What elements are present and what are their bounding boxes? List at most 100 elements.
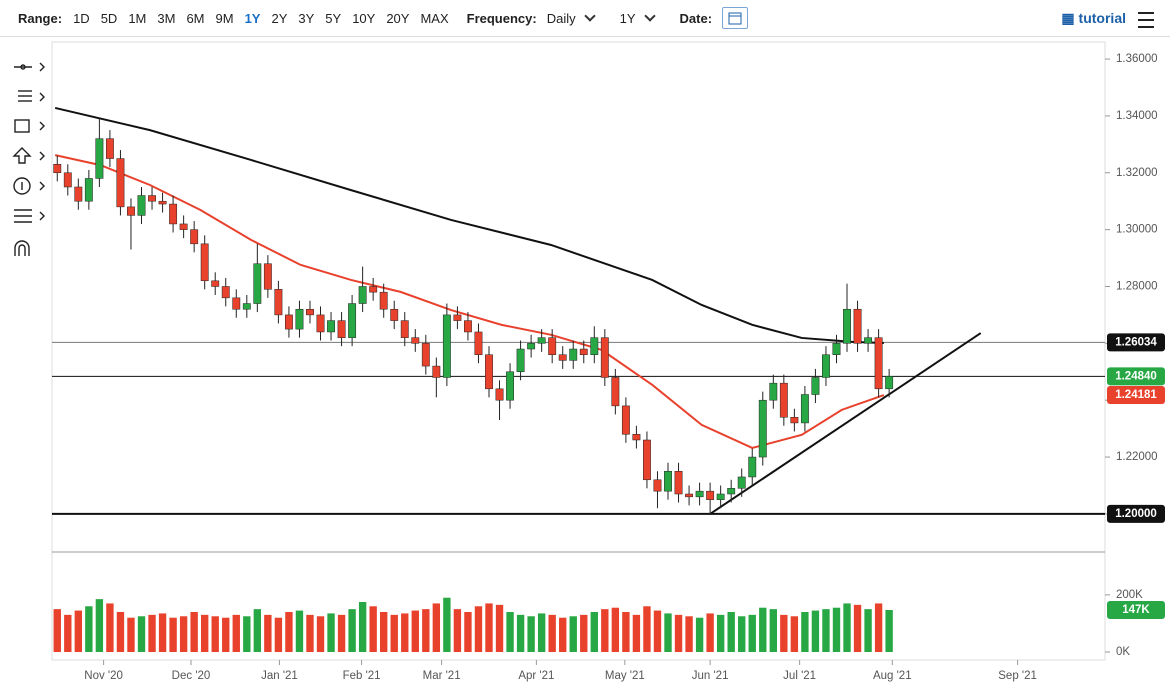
range-option[interactable]: 1D [73,10,90,26]
range-option[interactable]: MAX [420,10,449,26]
candle-body [74,186,83,202]
volume-tag-label: 147K [1122,604,1150,616]
volume-bar [632,614,641,652]
candle-body [874,337,883,390]
volume-bar [506,612,514,652]
candle-body [474,331,483,355]
tool-magnet[interactable] [14,240,30,256]
range-option[interactable]: 20Y [386,10,410,26]
volume-bar [443,597,451,652]
date-label: Date: [679,10,713,26]
volume-bar [401,613,409,652]
range-option[interactable]: 3Y [298,10,315,26]
candle-body [232,297,241,310]
level-tag [1107,367,1165,386]
y-tick-label: 1.32000 [1116,167,1158,179]
tool-annotation[interactable] [13,177,45,195]
range-option[interactable]: 10Y [352,10,376,26]
volume-bar [759,607,767,652]
volume-bar [327,613,335,652]
tool-shape[interactable] [14,119,45,133]
candle-body [822,354,830,378]
calendar-button[interactable] [722,7,749,29]
volume-bar [169,617,177,652]
volume-bar [622,612,630,652]
x-tick-label: Jan '21 [261,670,298,682]
period-select[interactable]: 1Y [620,11,654,26]
x-tick-label: Feb '21 [343,670,381,682]
x-tick-label: Jun '21 [692,670,729,682]
plot-frame [51,41,1106,661]
tool-line[interactable] [14,62,45,72]
volume-bar [664,613,672,652]
candle-body [53,163,62,174]
candle-body [169,203,178,225]
volume-bar [548,614,556,652]
volume-bar [453,609,462,652]
candle-body [716,493,725,500]
range-option[interactable]: 1Y [244,10,261,26]
frequency-select[interactable]: Daily [547,11,594,26]
range-option[interactable]: 2Y [271,10,288,26]
tool-arrow[interactable] [12,147,45,164]
candle-body [653,479,662,492]
volume-bar [211,616,219,652]
range-option[interactable]: 6M [186,10,205,26]
candle-body [327,320,335,333]
range-option[interactable]: 9M [215,10,234,26]
candle-body [421,343,430,367]
candle-body [84,178,93,202]
candle-body [811,377,820,395]
moving-average [54,106,884,345]
candle-body [748,456,757,478]
candle-body [137,195,146,216]
candle-body [485,354,493,390]
volume-bar [611,607,620,652]
volume-bar [253,609,262,652]
candle-body [579,348,588,355]
candle-body [558,354,567,361]
candle-body [885,376,894,390]
candle-body [685,493,694,498]
candle-body [200,243,209,282]
volume-bar [116,612,125,652]
candle-body [790,417,799,424]
ma-tag [1107,386,1165,405]
volume-tick-label: 0K [1116,646,1130,658]
candle-body [853,308,862,344]
volume-bar [190,612,198,652]
candle-body [95,138,104,179]
candle-body [611,377,620,407]
volume-bar [274,617,283,652]
candle-body [632,434,641,441]
candle-body [674,471,683,495]
volume-bar [495,604,504,652]
range-option[interactable]: 5Y [325,10,342,26]
menu-button[interactable] [1138,12,1154,28]
volume-bar [74,610,83,652]
volume-bar [569,616,577,652]
volume-bar [411,610,419,652]
range-option[interactable]: 1M [128,10,147,26]
frequency-label: Frequency: [466,10,537,26]
volume-bar [537,613,546,652]
candle-body [843,308,851,344]
tool-fib[interactable] [18,90,45,102]
range-option[interactable]: 3M [157,10,176,26]
volume-bar [832,607,841,652]
range-option[interactable]: 5D [100,10,118,26]
candle-body [695,490,704,498]
candle-body [158,200,167,205]
candle-body [737,476,746,489]
ma-tag-label: 1.24181 [1115,389,1157,401]
tutorial-link[interactable]: ▦ tutorial [1061,9,1126,26]
tool-measure[interactable] [14,209,45,223]
volume-bar [369,606,377,652]
volume-bar [95,599,104,652]
volume-bar [590,612,598,652]
candle-body [727,488,736,495]
candle-body [769,382,778,401]
candle-body [506,371,514,401]
candle-body [832,343,841,355]
